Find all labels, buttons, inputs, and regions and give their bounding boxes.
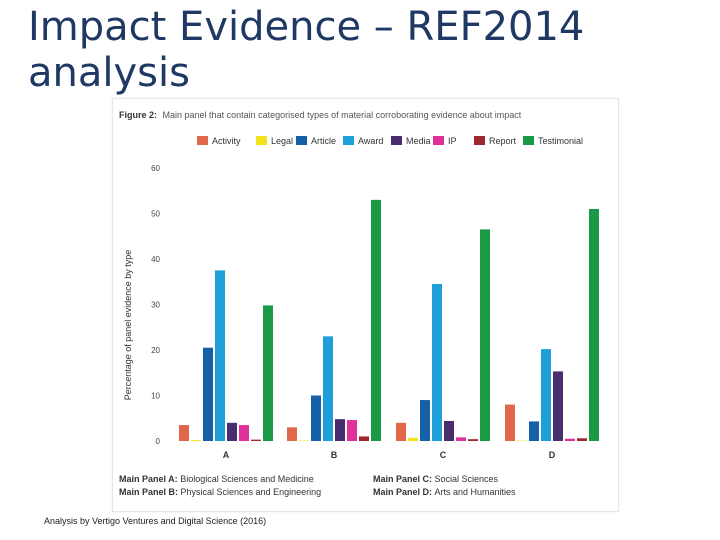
legend-swatch-activity <box>197 136 208 145</box>
figure-panel: Figure 2: Main panel that contain catego… <box>112 98 619 512</box>
legend-swatch-award <box>343 136 354 145</box>
bar-a-article <box>203 347 213 441</box>
category-label-a: A <box>223 450 230 460</box>
bar-b-legal <box>299 440 309 442</box>
legend-label-award: Award <box>358 136 383 146</box>
legend-swatch-article <box>296 136 307 145</box>
bar-a-media <box>227 422 237 441</box>
legend-swatch-media <box>391 136 402 145</box>
bar-d-ip <box>565 438 575 441</box>
legend-swatch-report <box>474 136 485 145</box>
y-tick-10: 10 <box>151 392 160 401</box>
bar-c-award <box>432 284 442 441</box>
footnote-panel-4: Main Panel D: Arts and Humanities <box>373 487 516 497</box>
bar-a-activity <box>179 425 189 441</box>
bar-b-article <box>311 395 321 441</box>
panel-footnotes: Main Panel A: Biological Sciences and Me… <box>119 474 516 497</box>
bar-d-article <box>529 421 539 441</box>
x-axis-categories: A B C D <box>223 450 556 460</box>
bar-chart: Figure 2: Main panel that contain catego… <box>119 110 599 497</box>
footnote-panel-2: Main Panel B: Physical Sciences and Engi… <box>119 487 321 497</box>
legend-label-legal: Legal <box>271 136 293 146</box>
figure-label: Figure 2: <box>119 110 157 120</box>
footnote-panel-3: Main Panel C: Social Sciences <box>373 474 499 484</box>
bar-b-ip <box>347 420 357 441</box>
legend-label-media: Media <box>406 136 431 146</box>
category-label-c: C <box>440 450 447 460</box>
legend-label-testimonial: Testimonial <box>538 136 583 146</box>
bar-a-testimonial <box>263 305 273 441</box>
bar-b-report <box>359 436 369 441</box>
legend-label-report: Report <box>489 136 517 146</box>
bar-b-award <box>323 336 333 441</box>
analysis-credit: Analysis by Vertigo Ventures and Digital… <box>44 516 267 526</box>
y-axis-ticks: 0 10 20 30 40 50 60 <box>151 164 160 446</box>
legend-swatch-ip <box>433 136 444 145</box>
footnote-panel-1: Main Panel A: Biological Sciences and Me… <box>119 474 314 484</box>
y-tick-20: 20 <box>151 346 160 355</box>
bar-d-legal <box>517 440 527 442</box>
bar-c-report <box>468 439 478 441</box>
y-tick-40: 40 <box>151 255 160 264</box>
legend-swatch-testimonial <box>523 136 534 145</box>
figure-title: Figure 2: Main panel that contain catego… <box>119 110 522 120</box>
bar-c-ip <box>456 437 466 441</box>
bar-c-article <box>420 400 430 441</box>
bar-c-testimonial <box>480 229 490 441</box>
bar-d-media <box>553 371 563 441</box>
bar-a-ip <box>239 425 249 441</box>
y-axis-label: Percentage of panel evidence by type <box>123 250 133 401</box>
bar-a-legal <box>191 440 201 441</box>
legend-label-activity: Activity <box>212 136 241 146</box>
bar-b-testimonial <box>371 199 381 441</box>
bar-b-media <box>335 419 345 441</box>
bar-d-award <box>541 349 551 441</box>
y-tick-50: 50 <box>151 210 160 219</box>
bar-d-activity <box>505 404 515 441</box>
figure-caption: Main panel that contain categorised type… <box>163 110 522 120</box>
y-tick-30: 30 <box>151 301 160 310</box>
category-label-b: B <box>331 450 338 460</box>
chart-legend: Activity Legal Article Award Media IP Report Te… <box>197 136 583 146</box>
bar-c-activity <box>396 422 406 441</box>
bar-series <box>179 199 599 442</box>
legend-label-ip: IP <box>448 136 457 146</box>
category-label-d: D <box>549 450 556 460</box>
bar-d-testimonial <box>589 208 599 441</box>
y-tick-60: 60 <box>151 164 160 173</box>
bar-a-report <box>251 439 261 441</box>
y-tick-0: 0 <box>156 437 161 446</box>
legend-swatch-legal <box>256 136 267 145</box>
bar-d-report <box>577 438 587 441</box>
bar-c-media <box>444 420 454 441</box>
slide-title: Impact Evidence – REF2014 analysis <box>28 4 585 96</box>
bar-c-legal <box>408 437 418 441</box>
bar-b-activity <box>287 427 297 441</box>
legend-label-article: Article <box>311 136 336 146</box>
bar-a-award <box>215 270 225 441</box>
